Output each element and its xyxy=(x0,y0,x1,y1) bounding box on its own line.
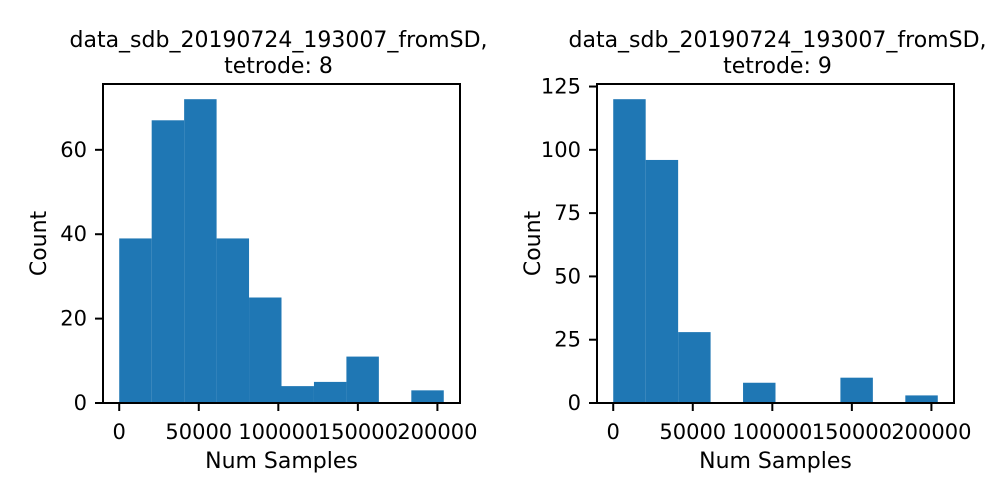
histogram-bar xyxy=(151,120,185,403)
x-tick-label: 150000 xyxy=(812,420,892,444)
histogram-bar xyxy=(678,332,711,403)
y-tick-label: 100 xyxy=(541,138,581,162)
x-tick-label: 50000 xyxy=(165,420,232,444)
y-axis-label: Count xyxy=(27,210,52,276)
y-tick-label: 75 xyxy=(554,201,581,225)
x-tick-label: 100000 xyxy=(732,420,812,444)
chart-title-line: tetrode: 9 xyxy=(723,54,832,79)
y-tick-label: 40 xyxy=(60,222,87,246)
histogram-bar xyxy=(346,356,379,403)
histogram-bar xyxy=(249,297,282,403)
histogram-bar xyxy=(119,238,152,403)
y-tick-label: 0 xyxy=(74,391,87,415)
histogram-bar xyxy=(743,382,776,403)
y-tick-label: 50 xyxy=(554,264,581,288)
histogram-bar xyxy=(281,386,314,403)
histogram-bar xyxy=(184,99,217,403)
histogram-bar xyxy=(216,238,250,403)
x-tick-label: 100000 xyxy=(238,420,318,444)
chart-title-line: tetrode: 8 xyxy=(224,54,333,79)
chart-title-line: data_sdb_20190724_193007_fromSD, xyxy=(70,28,488,53)
plot-frame xyxy=(596,83,955,404)
x-axis-label: Num Samples xyxy=(699,449,852,474)
histogram-bar xyxy=(645,159,679,403)
y-tick-label: 20 xyxy=(60,307,87,331)
x-tick-label: 150000 xyxy=(318,420,398,444)
y-tick-label: 0 xyxy=(568,391,581,415)
histogram-bar xyxy=(411,390,444,403)
x-tick-label: 0 xyxy=(113,420,126,444)
histogram-bar xyxy=(905,395,938,403)
histogram-tetrode-9: 0 50000 100000 150000 200000 0 25 50 75 100 125 Num… xyxy=(521,28,987,474)
histogram-bar xyxy=(613,99,646,403)
y-axis-label: Count xyxy=(521,210,546,276)
y-tick-label: 25 xyxy=(554,328,581,352)
y-tick-label: 125 xyxy=(541,75,581,99)
histogram-bar xyxy=(840,377,873,403)
y-tick-label: 60 xyxy=(60,138,87,162)
histogram-tetrode-8: 0 50000 100000 150000 200000 0 20 40 60 Num Sampl… xyxy=(27,28,488,474)
chart-title-line: data_sdb_20190724_193007_fromSD, xyxy=(569,28,987,53)
histogram-bar xyxy=(313,381,347,403)
x-tick-label: 200000 xyxy=(891,420,971,444)
x-tick-label: 50000 xyxy=(659,420,726,444)
x-tick-label: 0 xyxy=(607,420,620,444)
x-axis-label: Num Samples xyxy=(205,449,358,474)
plot-frame xyxy=(102,83,461,404)
x-tick-label: 200000 xyxy=(397,420,477,444)
